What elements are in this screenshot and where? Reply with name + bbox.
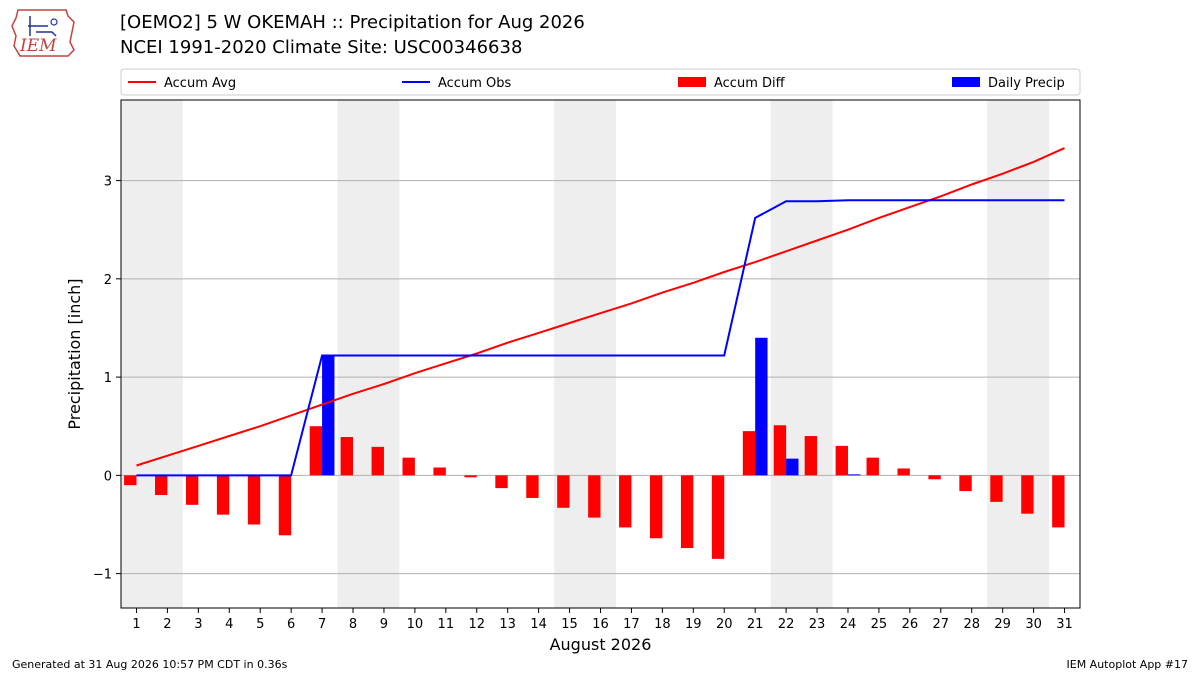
diff-bar-29: [990, 475, 1003, 502]
x-tick-label-27: 27: [933, 617, 950, 632]
y-tick-label-3: 2: [104, 273, 112, 288]
chart-subtitle: NCEI 1991-2020 Climate Site: USC00346638: [120, 37, 523, 58]
x-tick-label-4: 4: [225, 617, 233, 632]
diff-bar-24: [835, 445, 848, 476]
legend-label-daily-precip: Daily Precip: [988, 76, 1065, 91]
diff-bar-11: [433, 467, 446, 476]
diff-bar-31: [1052, 475, 1065, 528]
generated-note: Generated at 31 Aug 2026 10:57 PM CDT in…: [12, 658, 288, 671]
shade-band-1: [337, 100, 400, 608]
daily-bar-24: [847, 474, 861, 476]
legend-label-accum-obs: Accum Obs: [438, 76, 511, 91]
x-tick-label-22: 22: [778, 617, 795, 632]
x-tick-label-7: 7: [318, 617, 326, 632]
accum-avg-line: [136, 147, 1065, 467]
diff-bar-7: [309, 426, 323, 476]
x-tick-label-1: 1: [132, 617, 140, 632]
x-tick-label-11: 11: [438, 617, 455, 632]
diff-bar-6: [278, 475, 292, 536]
x-tick-label-28: 28: [963, 617, 980, 632]
x-tick-label-13: 13: [499, 617, 516, 632]
x-tick-label-17: 17: [623, 617, 640, 632]
x-tick-label-20: 20: [716, 617, 733, 632]
x-tick-label-5: 5: [256, 617, 264, 632]
diff-bar-3: [185, 475, 199, 505]
diff-bar-27: [928, 475, 941, 480]
diff-bar-14: [526, 475, 539, 498]
diff-bar-19: [680, 475, 694, 549]
legend-box: [120, 68, 1081, 96]
y-tick-label-1: 0: [104, 469, 112, 484]
x-tick-label-12: 12: [468, 617, 485, 632]
diff-bar-18: [649, 475, 663, 539]
diff-bar-8: [340, 437, 354, 476]
x-tick-label-24: 24: [840, 617, 857, 632]
legend-label-accum-diff: Accum Diff: [714, 76, 786, 91]
legend-label-accum-avg: Accum Avg: [164, 76, 236, 91]
x-tick-label-26: 26: [902, 617, 919, 632]
diff-bar-13: [495, 475, 508, 489]
x-axis-label: August 2026: [550, 635, 652, 654]
legend-swatch-daily-precip: [952, 77, 980, 87]
diff-bar-12: [464, 475, 477, 478]
accum-obs-line: [136, 199, 1065, 477]
shade-band-2: [554, 100, 616, 608]
x-tick-label-23: 23: [809, 617, 826, 632]
legend-swatch-accum-diff: [678, 77, 706, 87]
x-tick-label-30: 30: [1025, 617, 1042, 632]
x-tick-label-31: 31: [1056, 617, 1073, 632]
x-tick-label-15: 15: [561, 617, 578, 632]
daily-bar-22: [786, 458, 799, 476]
app-label: IEM Autoplot App #17: [1066, 658, 1189, 671]
chart-title: [OEMO2] 5 W OKEMAH :: Precipitation for …: [120, 12, 585, 33]
diff-bar-28: [959, 475, 972, 492]
x-tick-label-10: 10: [407, 617, 424, 632]
diff-bar-2: [155, 475, 168, 496]
x-tick-label-18: 18: [654, 617, 671, 632]
iem-logo: IEM: [8, 6, 80, 62]
diff-bar-5: [247, 475, 261, 525]
x-tick-label-8: 8: [349, 617, 357, 632]
diff-bar-10: [402, 457, 415, 476]
x-tick-label-19: 19: [685, 617, 702, 632]
diff-bar-22: [773, 425, 787, 476]
diff-bar-25: [866, 457, 879, 476]
diff-bar-9: [371, 446, 384, 476]
diff-bar-15: [557, 475, 570, 508]
diff-bar-16: [588, 475, 601, 518]
shade-band-0: [121, 100, 183, 608]
y-tick-label-2: 1: [104, 371, 112, 386]
x-tick-label-21: 21: [747, 617, 764, 632]
logo-text: IEM: [20, 36, 57, 56]
daily-bar-7: [322, 355, 335, 476]
diff-bar-23: [804, 436, 818, 476]
x-tick-label-29: 29: [994, 617, 1011, 632]
shade-band-3: [770, 100, 833, 608]
diff-bar-4: [216, 475, 230, 515]
x-tick-label-16: 16: [592, 617, 609, 632]
shade-band-4: [987, 100, 1050, 608]
diff-bar-1: [124, 475, 137, 486]
diff-bar-21: [742, 431, 756, 476]
y-tick-label-4: 3: [104, 175, 112, 190]
x-tick-label-25: 25: [871, 617, 888, 632]
x-tick-label-14: 14: [530, 617, 547, 632]
x-tick-label-2: 2: [163, 617, 171, 632]
y-tick-label-0: −1: [93, 568, 112, 583]
y-axis-label: Precipitation [inch]: [65, 278, 84, 429]
diff-bar-20: [711, 475, 725, 559]
diff-bar-17: [619, 475, 632, 528]
x-tick-label-9: 9: [380, 617, 388, 632]
x-tick-label-6: 6: [287, 617, 295, 632]
daily-bar-21: [755, 337, 768, 476]
diff-bar-30: [1021, 475, 1034, 514]
diff-bar-26: [897, 468, 910, 476]
x-tick-label-3: 3: [194, 617, 202, 632]
